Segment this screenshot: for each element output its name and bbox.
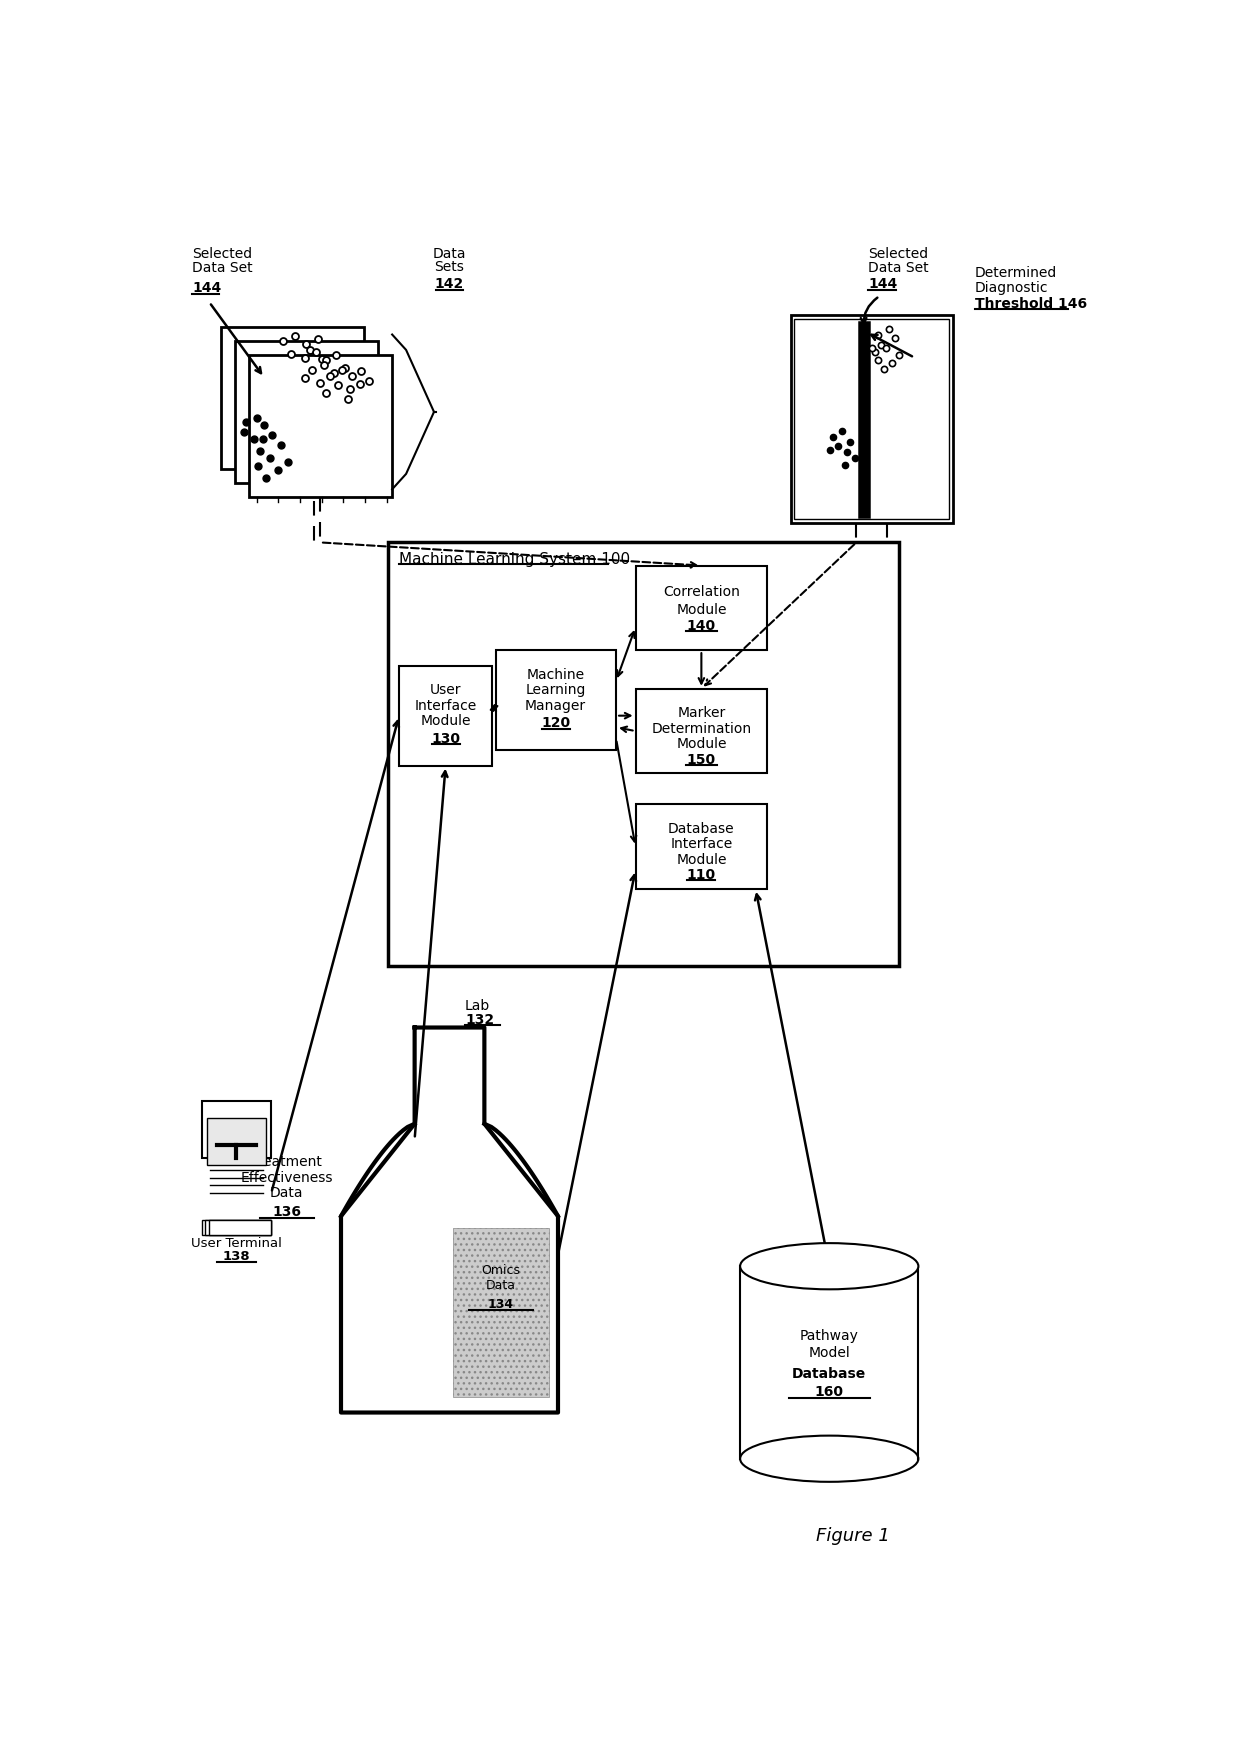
Text: User Terminal: User Terminal bbox=[191, 1236, 281, 1250]
Text: 160: 160 bbox=[815, 1384, 843, 1398]
Bar bbox=[454, 1227, 549, 1396]
Text: Pathway: Pathway bbox=[800, 1328, 858, 1342]
Bar bbox=[635, 565, 768, 650]
Bar bbox=[201, 1220, 272, 1236]
Text: 132: 132 bbox=[465, 1013, 494, 1027]
Text: Lab: Lab bbox=[465, 998, 490, 1013]
Bar bbox=[210, 1220, 272, 1236]
Text: Omics: Omics bbox=[481, 1264, 520, 1277]
Text: Module: Module bbox=[676, 852, 727, 866]
Text: Interface: Interface bbox=[671, 836, 733, 851]
Text: Threshold 146: Threshold 146 bbox=[975, 296, 1087, 310]
Text: Learning: Learning bbox=[526, 683, 585, 697]
Text: Machine Learning System 100: Machine Learning System 100 bbox=[399, 551, 630, 567]
Text: Module: Module bbox=[676, 604, 727, 616]
Text: Determined: Determined bbox=[975, 266, 1058, 280]
Text: 150: 150 bbox=[687, 752, 715, 766]
Ellipse shape bbox=[740, 1243, 919, 1289]
Text: 130: 130 bbox=[432, 733, 460, 745]
Text: Figure 1: Figure 1 bbox=[816, 1527, 889, 1544]
Text: 138: 138 bbox=[222, 1250, 250, 1263]
Text: 110: 110 bbox=[687, 868, 715, 882]
Bar bbox=[635, 689, 768, 773]
Text: Sets: Sets bbox=[434, 261, 465, 273]
Bar bbox=[206, 1220, 272, 1236]
Bar bbox=[791, 315, 954, 523]
Text: Diagnostic: Diagnostic bbox=[975, 282, 1049, 296]
Bar bbox=[795, 319, 950, 519]
Text: 144: 144 bbox=[192, 282, 222, 296]
Text: Manager: Manager bbox=[525, 699, 587, 713]
Text: Module: Module bbox=[420, 713, 471, 727]
Bar bbox=[221, 328, 365, 468]
Text: Machine: Machine bbox=[527, 667, 585, 682]
Bar bbox=[234, 340, 378, 483]
Text: 142: 142 bbox=[435, 278, 464, 292]
Text: 134: 134 bbox=[487, 1298, 513, 1312]
Text: 144: 144 bbox=[868, 278, 898, 292]
Text: Effectiveness: Effectiveness bbox=[241, 1171, 334, 1185]
Text: Data: Data bbox=[270, 1187, 304, 1199]
Text: Selected: Selected bbox=[868, 247, 928, 261]
Text: Data: Data bbox=[433, 247, 466, 261]
Text: Model: Model bbox=[808, 1345, 851, 1359]
Text: Data Set: Data Set bbox=[192, 261, 253, 275]
Text: Data: Data bbox=[486, 1278, 516, 1293]
Bar bbox=[496, 650, 616, 750]
Text: User: User bbox=[430, 683, 461, 697]
Bar bbox=[635, 805, 768, 889]
Bar bbox=[387, 542, 899, 967]
Text: Interface: Interface bbox=[414, 699, 476, 713]
Text: Marker: Marker bbox=[677, 706, 725, 720]
Bar bbox=[249, 354, 392, 497]
Text: Data Set: Data Set bbox=[868, 261, 929, 275]
Text: Correlation: Correlation bbox=[663, 585, 740, 599]
Bar bbox=[399, 666, 492, 766]
Polygon shape bbox=[341, 1027, 558, 1412]
Text: 136: 136 bbox=[273, 1205, 301, 1219]
Text: Determination: Determination bbox=[651, 722, 751, 736]
Text: Database: Database bbox=[792, 1367, 867, 1381]
Bar bbox=[201, 1101, 272, 1159]
Bar bbox=[740, 1266, 919, 1458]
Text: Selected: Selected bbox=[192, 247, 252, 261]
Text: Database: Database bbox=[668, 822, 734, 836]
Bar bbox=[207, 1118, 265, 1164]
Text: Module: Module bbox=[676, 738, 727, 752]
Text: 140: 140 bbox=[687, 618, 715, 632]
Text: 120: 120 bbox=[541, 717, 570, 731]
Text: Treatment: Treatment bbox=[252, 1155, 322, 1169]
Ellipse shape bbox=[740, 1435, 919, 1481]
